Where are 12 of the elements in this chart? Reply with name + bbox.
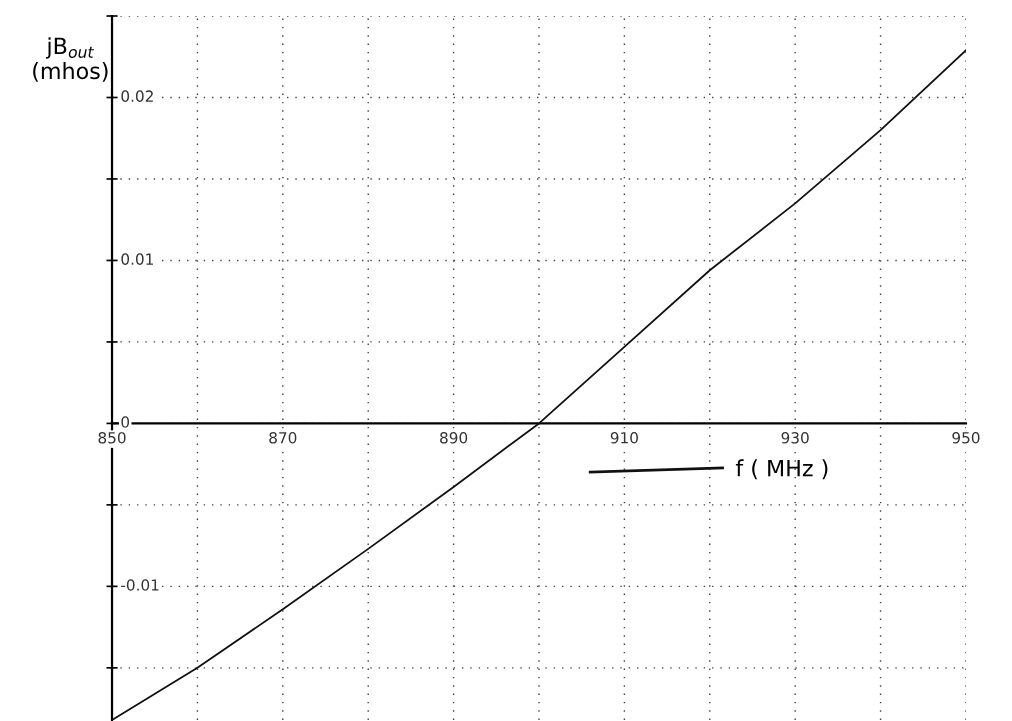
y-axis-title: jB$_{out}$ (mhos) xyxy=(33,37,108,82)
x-tick-label: 850 xyxy=(98,432,126,444)
x-tick-label: 910 xyxy=(610,432,638,444)
x-axis-title: f ( MHz ) xyxy=(735,459,828,480)
y-tick-label: 0.01 xyxy=(121,253,153,265)
x-tick-label: 870 xyxy=(269,432,297,444)
x-tick-label: 930 xyxy=(781,432,809,444)
y-tick-label: 0 xyxy=(121,416,130,428)
x-tick-label: 890 xyxy=(440,432,468,444)
y-tick-label: 0.02 xyxy=(121,90,153,102)
y-tick-label: -0.01 xyxy=(121,579,159,591)
x-tick-label: 950 xyxy=(952,432,980,444)
